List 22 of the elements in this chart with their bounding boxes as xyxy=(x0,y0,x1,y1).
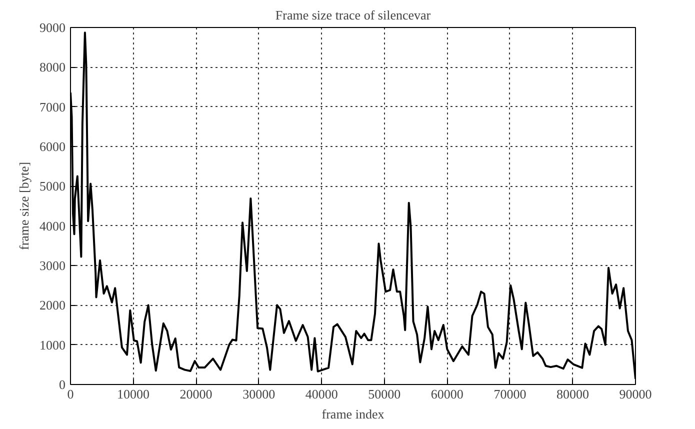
y-tick-label: 3000 xyxy=(40,258,66,273)
y-tick-label: 8000 xyxy=(40,60,66,75)
x-tick-label: 70000 xyxy=(494,386,526,402)
x-tick-label: 40000 xyxy=(305,386,338,402)
y-tick-label: 7000 xyxy=(40,99,66,114)
y-tick-label: 9000 xyxy=(40,20,66,35)
y-tick-label: 1000 xyxy=(40,337,66,352)
y-tick-label: 5000 xyxy=(40,178,66,194)
y-tick-label: 6000 xyxy=(40,139,66,154)
y-tick-label: 2000 xyxy=(40,298,66,313)
x-tick-label: 50000 xyxy=(368,386,401,402)
y-axis-title: frame size [byte] xyxy=(16,162,32,250)
x-tick-label: 80000 xyxy=(556,386,589,402)
x-tick-label: 20000 xyxy=(180,386,212,402)
y-tick-label: 4000 xyxy=(40,218,66,234)
x-tick-label: 90000 xyxy=(619,386,652,402)
x-tick-label: 60000 xyxy=(430,386,464,402)
x-axis-title: frame index xyxy=(322,406,385,422)
x-tick-label: 10000 xyxy=(117,386,150,402)
x-tick-label: 30000 xyxy=(242,386,276,402)
chart-title: Frame size trace of silencevar xyxy=(275,8,432,22)
y-tick-label: 0 xyxy=(59,377,66,392)
